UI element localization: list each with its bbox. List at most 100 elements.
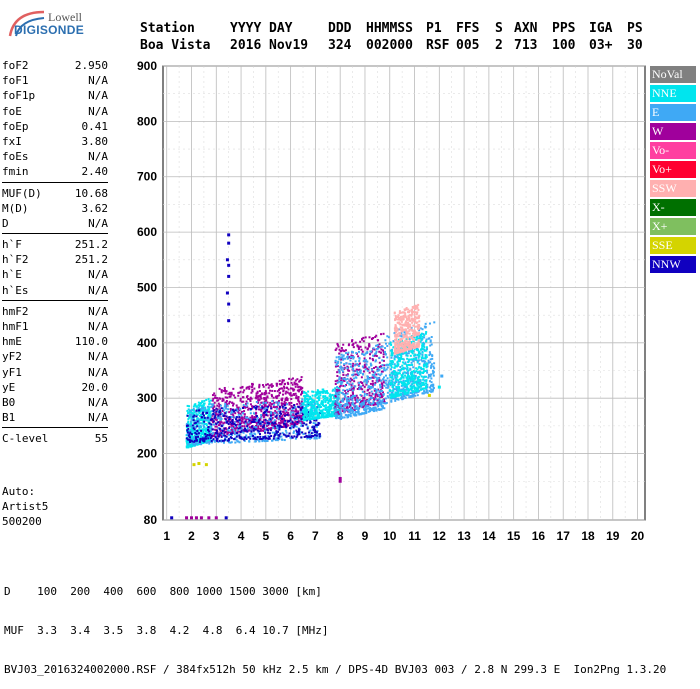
echo-point <box>188 423 191 426</box>
echo-point <box>387 396 390 399</box>
echo-point <box>344 404 347 407</box>
echo-point <box>413 324 416 327</box>
echo-point <box>237 394 240 397</box>
echo-point <box>429 352 432 355</box>
echo-point <box>276 439 279 442</box>
echo-point <box>330 395 333 398</box>
x-tick-label: 7 <box>312 529 319 543</box>
param-value: N/A <box>88 283 108 297</box>
echo-point <box>421 328 424 331</box>
echo-point <box>283 420 286 423</box>
echo-point <box>271 424 274 427</box>
echo-point <box>428 380 431 383</box>
echo-point <box>414 325 417 328</box>
echo-point <box>262 401 265 404</box>
echo-point <box>364 405 367 408</box>
echo-point <box>191 424 194 427</box>
echo-point <box>286 398 289 401</box>
echo-point <box>373 398 376 401</box>
echo-point <box>381 406 384 409</box>
echo-point <box>369 408 372 411</box>
echo-point <box>401 357 404 360</box>
echo-point <box>350 398 353 401</box>
echo-point <box>410 341 413 344</box>
header-value-pps: 100 <box>552 38 576 53</box>
echo-point <box>231 428 234 431</box>
echo-point <box>294 417 297 420</box>
echo-point <box>432 374 435 377</box>
echo-point <box>355 407 358 410</box>
echo-point <box>361 384 364 387</box>
echo-point <box>374 336 377 339</box>
echo-point <box>224 414 227 417</box>
echo-point <box>228 391 231 394</box>
echo-point <box>336 405 339 408</box>
echo-point <box>200 414 203 417</box>
autoscaling-info: Auto: Artist5 500200 <box>2 484 48 529</box>
echo-point <box>197 462 201 466</box>
echo-point <box>265 407 268 410</box>
param-value: N/A <box>88 150 108 164</box>
logo-arc-icon <box>8 10 45 37</box>
echo-point <box>282 425 285 428</box>
echo-point <box>210 403 213 406</box>
echo-point <box>413 376 416 379</box>
echo-point <box>341 416 344 419</box>
echo-point <box>316 416 319 419</box>
echo-point <box>303 415 306 418</box>
echo-point <box>212 438 215 441</box>
echo-point <box>224 434 227 437</box>
echo-point <box>394 319 397 322</box>
echo-point <box>312 413 315 416</box>
echo-point <box>215 437 218 440</box>
echo-point <box>220 435 223 438</box>
echo-point <box>417 340 420 343</box>
echo-point <box>420 385 423 388</box>
echo-point <box>225 435 228 438</box>
echo-point <box>232 429 235 432</box>
echo-point <box>193 425 196 428</box>
echo-point <box>199 422 202 425</box>
echo-point <box>385 364 388 367</box>
echo-point <box>254 416 257 419</box>
echo-point <box>207 426 210 429</box>
echo-point <box>415 370 418 373</box>
echo-point <box>193 439 196 442</box>
echo-point <box>418 320 421 323</box>
echo-point <box>216 404 219 407</box>
echo-point <box>414 391 417 394</box>
echo-point <box>373 366 376 369</box>
echo-point <box>413 313 416 316</box>
echo-point <box>415 356 418 359</box>
echo-point <box>400 397 403 400</box>
echo-point <box>351 378 354 381</box>
echo-point <box>342 407 345 410</box>
echo-point <box>368 344 371 347</box>
echo-point <box>347 396 350 399</box>
echo-point <box>283 414 286 417</box>
echo-point <box>346 381 349 384</box>
muf-scale-line: MUF 3.3 3.4 3.5 3.8 4.2 4.8 6.4 10.7 [MH… <box>4 624 329 637</box>
echo-point <box>396 340 399 343</box>
echo-point <box>384 369 387 372</box>
echo-point <box>247 417 250 420</box>
echo-point <box>377 377 380 380</box>
echo-point <box>298 402 301 405</box>
param-separator <box>2 233 108 235</box>
echo-point <box>395 378 398 381</box>
echo-point <box>356 411 359 414</box>
echo-point <box>413 331 416 334</box>
echo-point <box>234 424 237 427</box>
echo-point <box>245 434 248 437</box>
echo-point <box>399 339 402 342</box>
echo-point <box>186 433 189 436</box>
echo-point <box>277 399 280 402</box>
echo-point <box>317 395 320 398</box>
echo-point <box>373 388 376 391</box>
echo-point <box>251 407 254 410</box>
echo-point <box>272 426 275 429</box>
echo-point <box>311 431 314 434</box>
echo-point <box>398 372 401 375</box>
echo-point <box>251 421 254 424</box>
echo-point <box>202 441 205 444</box>
